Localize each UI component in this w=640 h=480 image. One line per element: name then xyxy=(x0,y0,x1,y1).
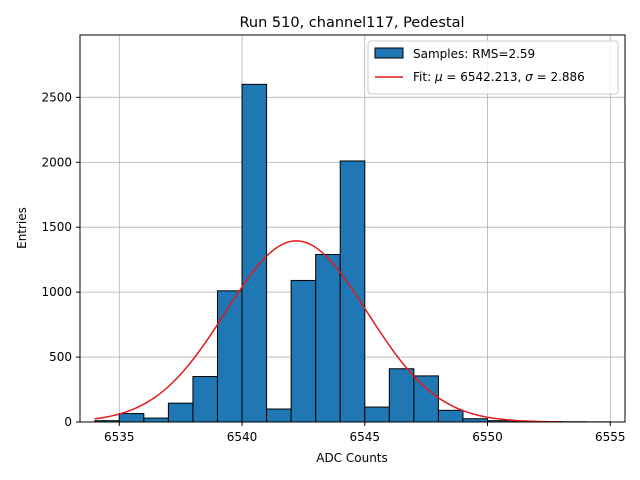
histogram-bar xyxy=(192,376,218,423)
histogram-bar xyxy=(241,83,268,423)
y-axis-label: Entries xyxy=(15,207,29,249)
legend: Samples: RMS=2.59 Fit: μ = 6542.213, σ =… xyxy=(367,40,619,95)
y-tick-label: 2000 xyxy=(41,155,72,169)
y-tick-label: 1000 xyxy=(41,285,72,299)
histogram-bar xyxy=(167,402,194,423)
x-axis-label: ADC Counts xyxy=(316,451,388,465)
y-tick-label: 0 xyxy=(64,415,72,429)
x-tick-label: 6535 xyxy=(104,430,135,444)
x-tick-label: 6550 xyxy=(472,430,503,444)
legend-fit-prefix: Fit: xyxy=(413,70,435,84)
x-tick-label: 6555 xyxy=(595,430,626,444)
y-tick-label: 2500 xyxy=(41,90,72,104)
y-tick-label: 1500 xyxy=(41,220,72,234)
plot-frame xyxy=(79,34,626,423)
histogram-bar xyxy=(143,417,169,423)
legend-fit-sigma-text: = 2.886 xyxy=(533,70,585,84)
histogram-bar xyxy=(216,290,243,423)
fit-curve-layer xyxy=(94,240,562,423)
legend-fit-label: Fit: μ = 6542.213, σ = 2.886 xyxy=(413,70,585,84)
histogram-bar xyxy=(339,160,366,423)
histogram-bar xyxy=(437,409,464,423)
histogram-bar xyxy=(290,279,317,423)
histogram-bar xyxy=(413,375,439,423)
legend-fit-mu-symbol: μ xyxy=(434,70,443,84)
x-axis-ticks: 6535 6540 6545 6550 6555 xyxy=(104,422,626,444)
histogram-bar xyxy=(315,253,341,423)
histogram-bar xyxy=(364,406,390,423)
histogram-bar xyxy=(388,368,415,423)
legend-box xyxy=(367,40,619,95)
x-tick-label: 6545 xyxy=(350,430,381,444)
legend-histogram-label: Samples: RMS=2.59 xyxy=(413,47,535,61)
y-tick-label: 500 xyxy=(49,350,72,364)
fit-curve xyxy=(94,240,562,423)
y-axis-ticks: 0 500 1000 1500 2000 2500 xyxy=(41,90,80,429)
histogram-bars xyxy=(94,83,611,423)
legend-histogram-swatch xyxy=(374,47,404,59)
histogram-bar xyxy=(266,408,292,423)
legend-fit-mu-text: = 6542.213, xyxy=(443,70,526,84)
legend-fit-sigma-symbol: σ xyxy=(525,70,533,84)
chart-title: Run 510, channel117, Pedestal xyxy=(239,15,464,31)
x-tick-label: 6540 xyxy=(227,430,258,444)
histogram-bar xyxy=(118,413,145,423)
